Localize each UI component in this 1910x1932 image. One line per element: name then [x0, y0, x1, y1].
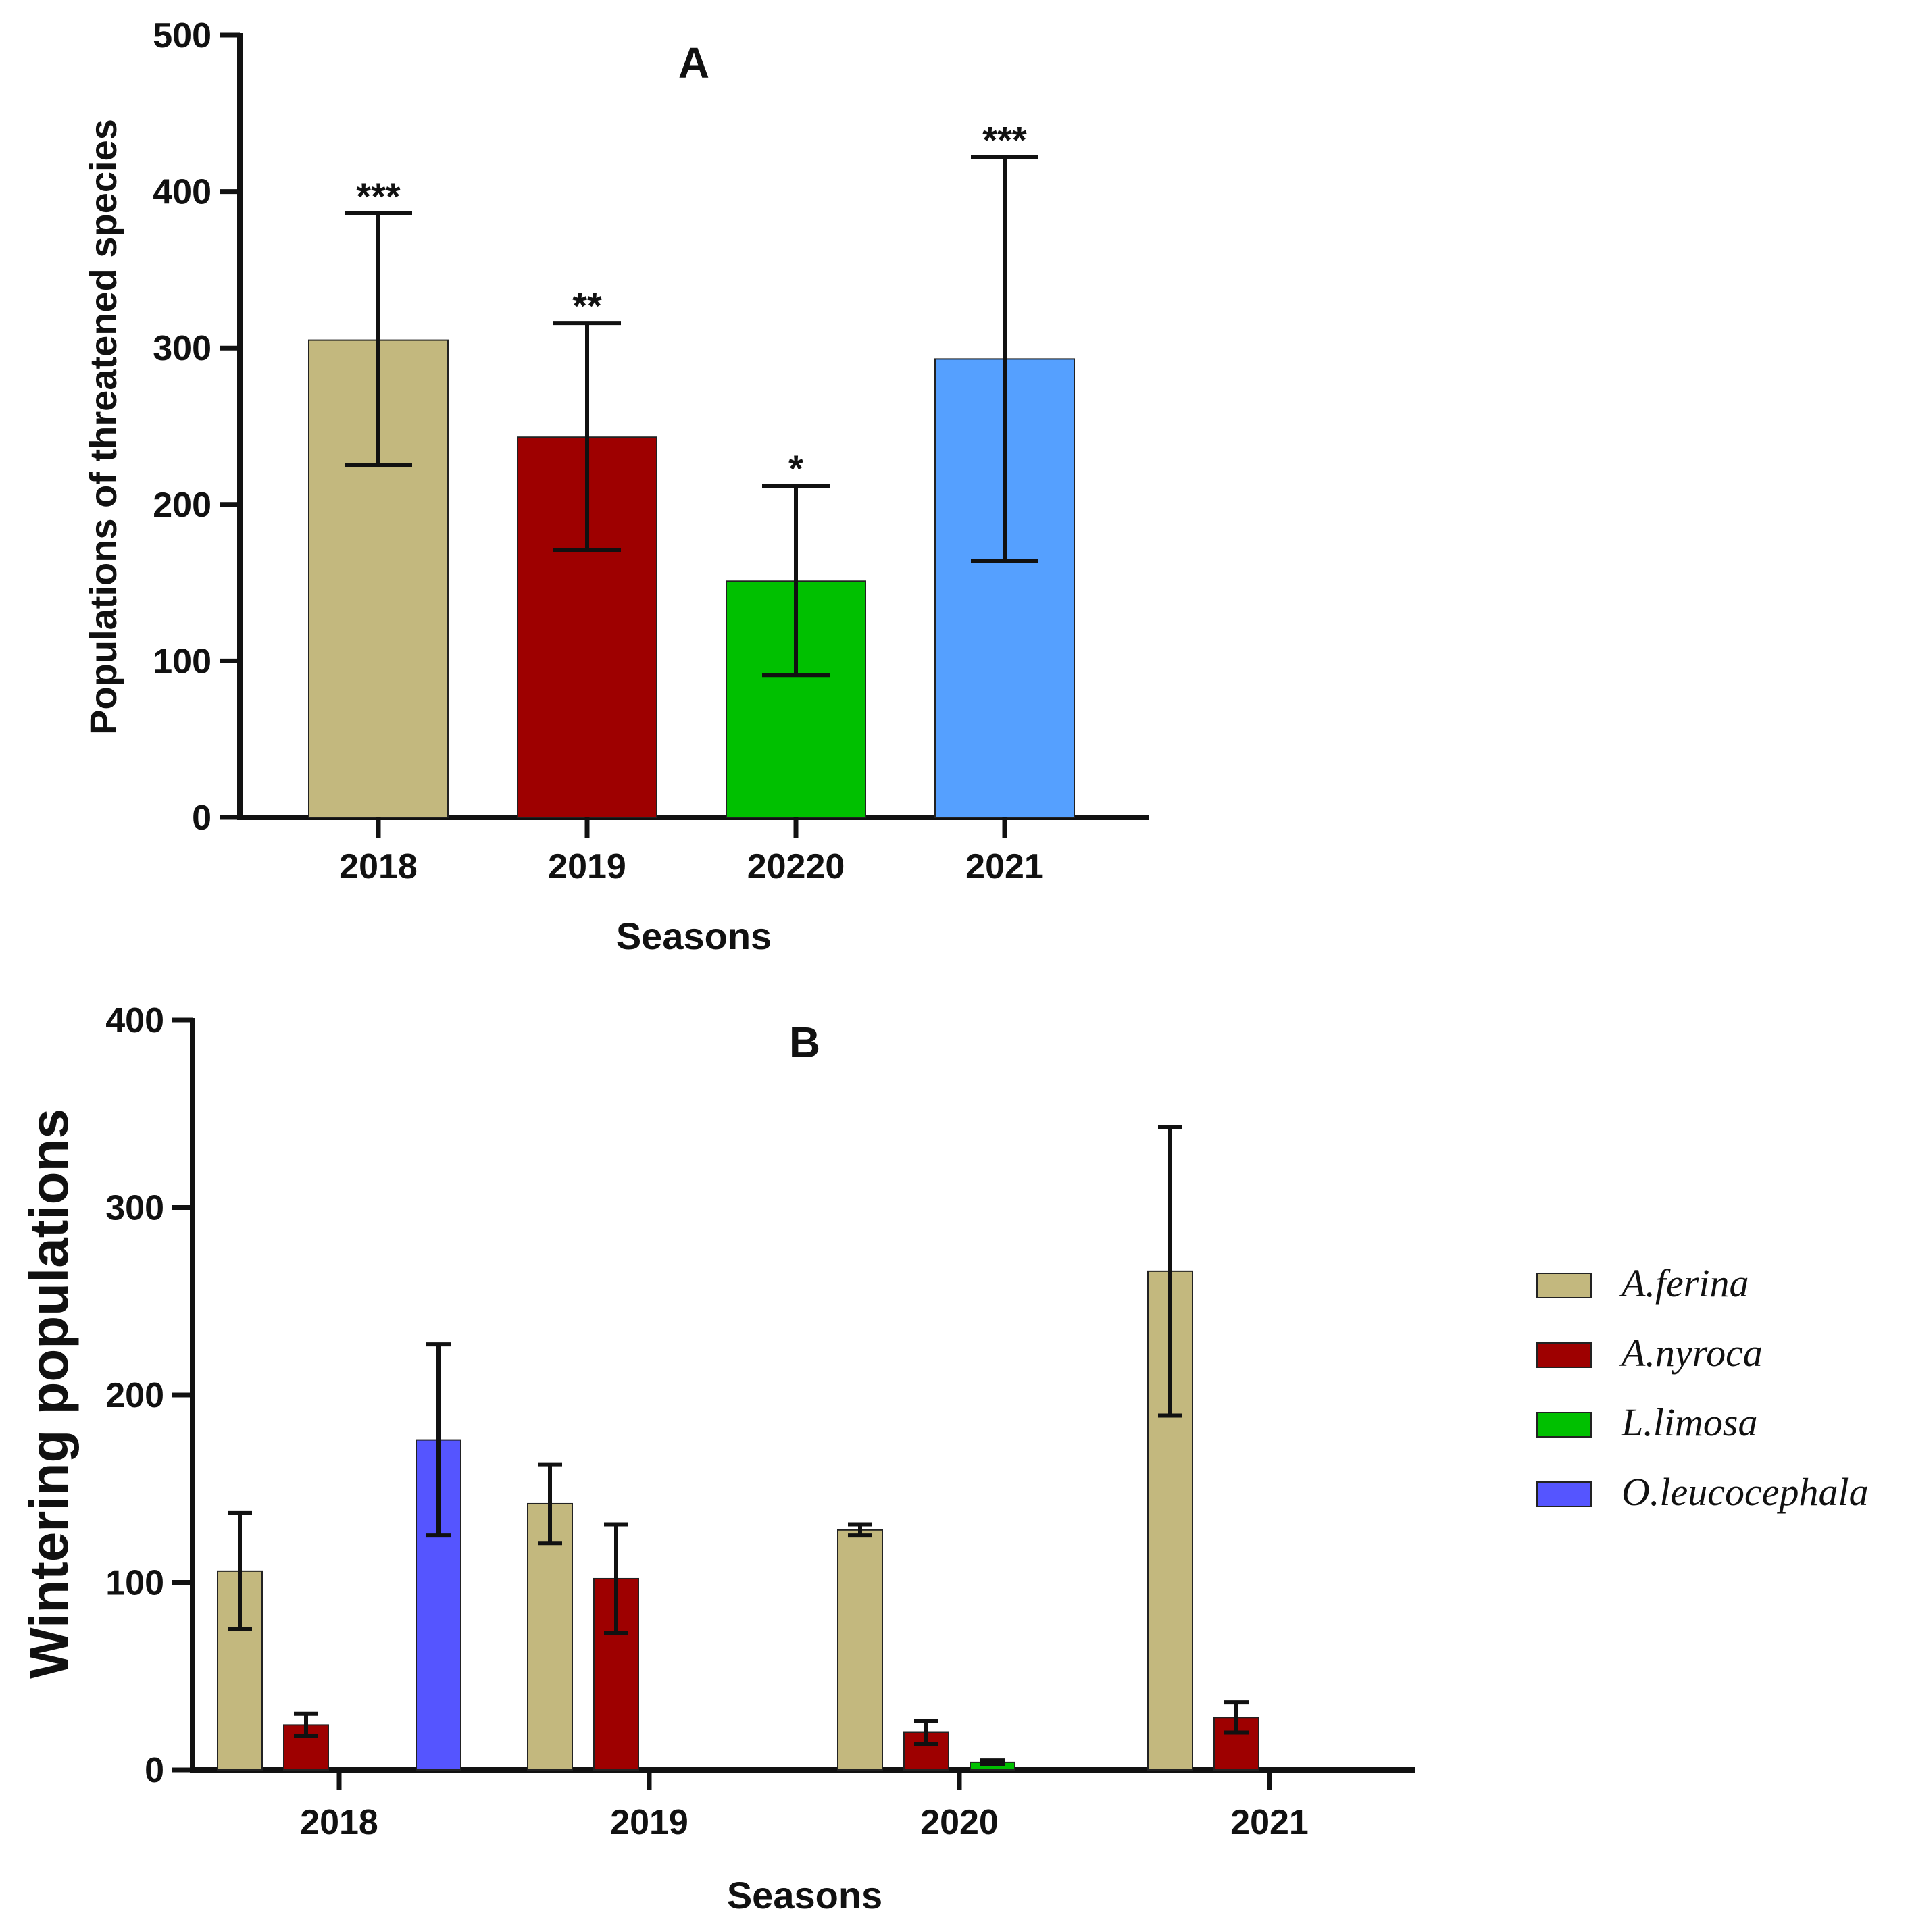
chart-a-y-tick-label: 400: [153, 173, 211, 212]
chart-b-y-tick-label: 0: [145, 1751, 164, 1790]
chart-b-bar-a-ferina-2020: [837, 1529, 883, 1771]
chart-b-y-tick-label: 400: [105, 1001, 164, 1040]
chart-a-y-tick-label: 100: [153, 642, 211, 681]
chart-a-y-tick-label: 300: [153, 329, 211, 368]
chart-a-panel-label: A: [678, 39, 709, 87]
chart-b-legend: A.ferina A.nyroca L.limosa O.leucocephala: [1536, 1261, 1869, 1514]
chart-b: B Wintering populations Seasons 0 100 200 3…: [19, 1001, 1869, 1916]
chart-b-x-tick-label: 2019: [610, 1803, 688, 1842]
chart-a-y-tick-label: 0: [192, 798, 211, 838]
chart-a-marks: 0 100 200 300 400 500 *** 2018 ** 2019 * 20220 *** 20…: [153, 16, 1149, 886]
chart-b-y-tick-label: 100: [105, 1564, 164, 1603]
chart-b-legend-label: A.ferina: [1619, 1261, 1749, 1305]
chart-b-legend-swatch: [1536, 1342, 1592, 1368]
chart-b-y-tick-label: 200: [105, 1376, 164, 1415]
chart-a-x-tick-label: 2021: [965, 847, 1044, 886]
chart-b-x-tick-label: 2021: [1230, 1803, 1309, 1842]
chart-a-x-tick-label: 2018: [339, 847, 418, 886]
chart-a-y-tick-label: 200: [153, 486, 211, 525]
chart-b-y-axis-title: Wintering populations: [19, 1109, 79, 1679]
chart-b-x-axis-title: Seasons: [727, 1874, 882, 1916]
chart-b-x-tick-label: 2018: [300, 1803, 378, 1842]
chart-a-significance-label: *: [788, 447, 803, 490]
chart-b-marks: 0 100 200 300 400 2018 2019 2020 2021: [105, 1001, 1415, 1842]
chart-b-legend-label: A.nyroca: [1619, 1331, 1763, 1375]
chart-b-legend-label: O.leucocephala: [1622, 1470, 1869, 1514]
chart-b-panel-label: B: [789, 1018, 820, 1067]
chart-b-x-tick-label: 2020: [920, 1803, 999, 1842]
chart-a-y-tick-label: 500: [153, 16, 211, 55]
chart-a-x-tick-label: 20220: [747, 847, 845, 886]
chart-a-significance-label: ***: [982, 119, 1027, 161]
chart-a-x-axis-title: Seasons: [616, 915, 772, 957]
chart-b-legend-swatch: [1536, 1481, 1592, 1507]
chart-a-y-axis-title: Populations of threatened species: [82, 119, 124, 735]
chart-a-x-tick-label: 2019: [548, 847, 626, 886]
chart-a: A Populations of threatened species Seas…: [82, 16, 1149, 957]
chart-b-legend-label: L.limosa: [1621, 1400, 1757, 1444]
chart-a-significance-label: **: [572, 284, 602, 327]
chart-b-legend-swatch: [1536, 1273, 1592, 1298]
chart-a-significance-label: ***: [356, 175, 401, 218]
chart-b-bar-a-ferina-2019: [527, 1502, 573, 1771]
chart-b-y-tick-label: 300: [105, 1189, 164, 1228]
chart-b-legend-swatch: [1536, 1412, 1592, 1438]
